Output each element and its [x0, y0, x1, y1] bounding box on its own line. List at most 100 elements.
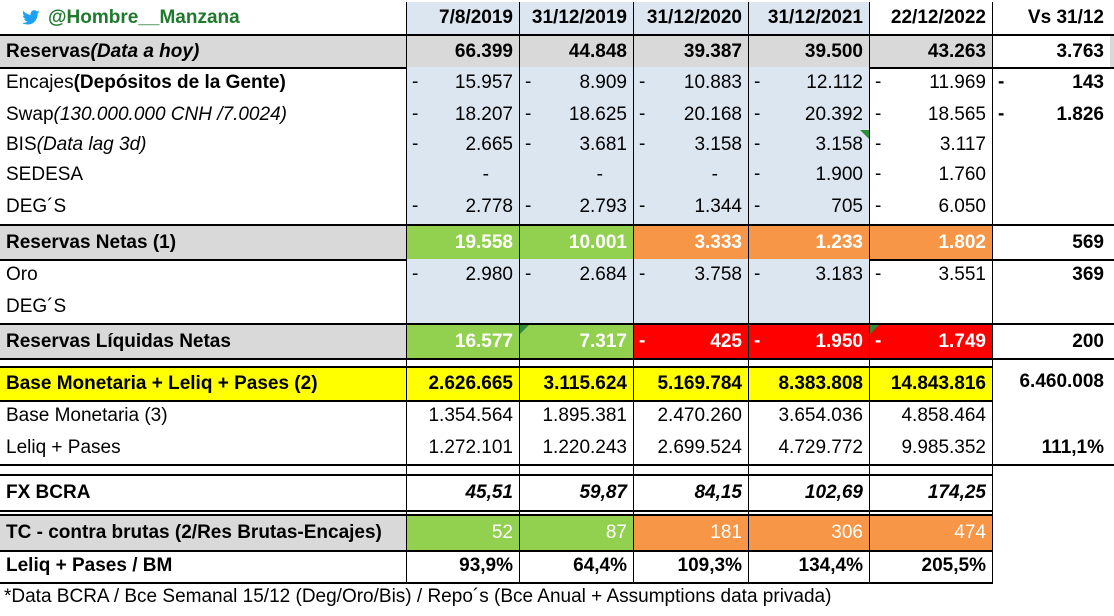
- value-cell: -425: [633, 325, 748, 358]
- value-cell: -2.980: [406, 259, 519, 290]
- row-label: Reservas (Data a hoy): [6, 40, 200, 62]
- value-cell: -12.112: [748, 67, 869, 99]
- value-cell: -2.778: [406, 190, 519, 224]
- value-cell: 19.558: [406, 226, 519, 259]
- value-cell: [748, 290, 869, 323]
- value-cell: 4.858.464: [869, 400, 993, 432]
- value-cell: 3.333: [633, 226, 748, 259]
- row-label: Swap (130.000.000 CNH /7.0024): [6, 103, 287, 125]
- row-oro: Oro -2.980 -2.684 -3.758 -3.183 -3.551 3…: [0, 259, 1114, 290]
- comment-marker-icon: [870, 325, 879, 334]
- value-cell: 1.354.564: [406, 400, 519, 432]
- value-cell: -1.749: [869, 325, 993, 358]
- value-cell: -: [519, 160, 633, 190]
- value-cell: [869, 290, 993, 323]
- value-cell: 5.169.784: [633, 368, 748, 400]
- value-cell: 1.233: [748, 226, 869, 259]
- value-cell: 64,4%: [519, 549, 633, 582]
- handle-cell: @Hombre__Manzana: [0, 2, 406, 34]
- row-reservas-liquidas: Reservas Líquidas Netas 16.577 7.317 -42…: [0, 323, 1114, 360]
- row-label: Reservas Netas (1): [0, 226, 406, 259]
- row-base-total: Base Monetaria + Leliq + Pases (2) 2.626…: [0, 366, 993, 402]
- value-cell: 52: [406, 516, 519, 550]
- row-encajes: Encajes (Depósitos de la Gente) -15.957 …: [0, 67, 1114, 99]
- value-cell: 4.729.772: [748, 432, 869, 464]
- row-fx-bcra: FX BCRA 45,51 59,87 84,15 102,69 174,25: [0, 474, 993, 512]
- value-cell: [633, 290, 748, 323]
- value-cell: -18.625: [519, 99, 633, 130]
- value-cell: 205,5%: [869, 549, 993, 582]
- value-cell: -8.909: [519, 67, 633, 99]
- row-label: Base Monetaria + Leliq + Pases (2): [6, 373, 318, 394]
- value-cell: 16.577: [406, 325, 519, 358]
- value-cell: 174,25: [869, 476, 993, 510]
- value-cell: -1.950: [748, 325, 869, 358]
- row-sedesa: SEDESA - - - -1.900 -1.760: [0, 160, 1114, 190]
- value-cell: 45,51: [406, 476, 519, 510]
- value-cell: 2.699.524: [633, 432, 748, 464]
- value-cell: -10.883: [633, 67, 748, 99]
- value-cell: [519, 290, 633, 323]
- value-cell: 102,69: [748, 476, 869, 510]
- row-label: BIS (Data lag 3d): [6, 134, 147, 155]
- date-col-4: 31/12/2021: [748, 2, 869, 34]
- row-base-total-vs: 6.460.008: [0, 366, 1114, 398]
- value-cell: 3.654.036: [748, 400, 869, 432]
- row-label: DEG´S: [6, 196, 67, 217]
- value-cell: 84,15: [633, 476, 748, 510]
- row-label: FX BCRA: [6, 482, 91, 503]
- row-bis: BIS (Data lag 3d) -2.665 -3.681 -3.158 -…: [0, 130, 1114, 160]
- value-cell: 43.263: [869, 36, 993, 67]
- value-cell: -3.551: [869, 259, 993, 290]
- date-col-3: 31/12/2020: [633, 2, 748, 34]
- value-cell: 474: [869, 516, 993, 550]
- row-base-monetaria: Base Monetaria (3) 1.354.564 1.895.381 2…: [0, 400, 1114, 432]
- value-cell: -2.665: [406, 130, 519, 160]
- twitter-bird-icon: [21, 10, 40, 25]
- value-cell: -18.207: [406, 99, 519, 130]
- value-cell: 1.220.243: [519, 432, 633, 464]
- value-cell: -: [406, 160, 519, 190]
- value-cell: -6.050: [869, 190, 993, 224]
- row-leliq-ratio: Leliq + Pases / BM 93,9% 64,4% 109,3% 13…: [0, 549, 993, 584]
- value-cell: 39.500: [748, 36, 869, 67]
- vs-cell: -1.826: [998, 103, 1104, 125]
- row-swap: Swap (130.000.000 CNH /7.0024) -18.207 -…: [0, 99, 1114, 130]
- vs-cell: 3.763: [993, 36, 1110, 67]
- row-degs: DEG´S -2.778 -2.793 -1.344 -705 -6.050: [0, 190, 1114, 224]
- value-cell: 1.802: [869, 226, 993, 259]
- value-cell: 2.470.260: [633, 400, 748, 432]
- value-cell: -20.392: [748, 99, 869, 130]
- row-reservas-netas: Reservas Netas (1) 19.558 10.001 3.333 1…: [0, 224, 1114, 261]
- value-cell: 181: [633, 516, 748, 550]
- vs-cell: -143: [998, 71, 1104, 93]
- value-cell: 134,4%: [748, 549, 869, 582]
- row-tc: TC - contra brutas (2/Res Brutas-Encajes…: [0, 514, 993, 552]
- value-cell: 1.272.101: [406, 432, 519, 464]
- value-cell: -3.117: [869, 130, 993, 160]
- value-cell: -705: [748, 190, 869, 224]
- row-label: Leliq + Pases / BM: [6, 554, 173, 576]
- date-col-1: 7/8/2019: [406, 2, 519, 34]
- twitter-handle[interactable]: @Hombre__Manzana: [48, 7, 240, 28]
- row-reservas: Reservas (Data a hoy) 66.399 44.848 39.3…: [0, 34, 1114, 69]
- row-label: Oro: [6, 263, 38, 285]
- value-cell: 10.001: [519, 226, 633, 259]
- comment-marker-icon: [520, 325, 529, 334]
- spacer: [0, 508, 1114, 514]
- value-cell: -1.344: [633, 190, 748, 224]
- value-cell: -: [633, 160, 748, 190]
- value-cell: -3.158: [633, 130, 748, 160]
- footer-note: *Data BCRA / Bce Semanal 15/12 (Deg/Oro/…: [4, 586, 832, 607]
- value-cell: -18.565: [869, 99, 993, 130]
- value-cell: 93,9%: [406, 549, 519, 582]
- vs-cell: 111,1%: [993, 432, 1110, 464]
- value-cell: -3.681: [519, 130, 633, 160]
- value-cell: 1.895.381: [519, 400, 633, 432]
- value-cell: 7.317: [519, 325, 633, 358]
- spacer: [0, 464, 1114, 474]
- date-col-5: 22/12/2022: [869, 2, 993, 34]
- vs-cell: 200: [1072, 330, 1104, 352]
- value-cell: -1.900: [748, 160, 869, 190]
- value-cell: [406, 290, 519, 323]
